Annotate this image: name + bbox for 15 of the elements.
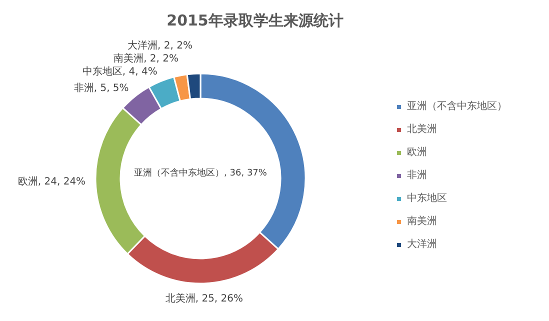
data-label: 亚洲（不含中东地区）, 36, 37% [134, 168, 268, 178]
legend-label: 亚洲（不含中东地区） [407, 100, 507, 113]
legend-label: 北美洲 [407, 122, 437, 136]
data-label: 大洋洲, 2, 2% [128, 39, 193, 52]
data-label: 南美洲, 2, 2% [114, 52, 179, 64]
legend-label: 非洲 [407, 168, 427, 182]
data-label: 欧洲, 24, 24% [18, 176, 86, 188]
legend-label: 大洋洲 [407, 238, 437, 251]
chart-title: 2015年录取学生来源统计 [166, 12, 344, 30]
legend-label: 欧洲 [407, 146, 427, 159]
data-label: 非洲, 5, 5% [74, 82, 129, 94]
data-label: 北美洲, 25, 26% [165, 292, 244, 304]
legend-label: 南美洲 [407, 214, 437, 228]
data-label: 中东地区, 4, 4% [82, 65, 158, 78]
legend-label: 中东地区 [407, 192, 447, 205]
